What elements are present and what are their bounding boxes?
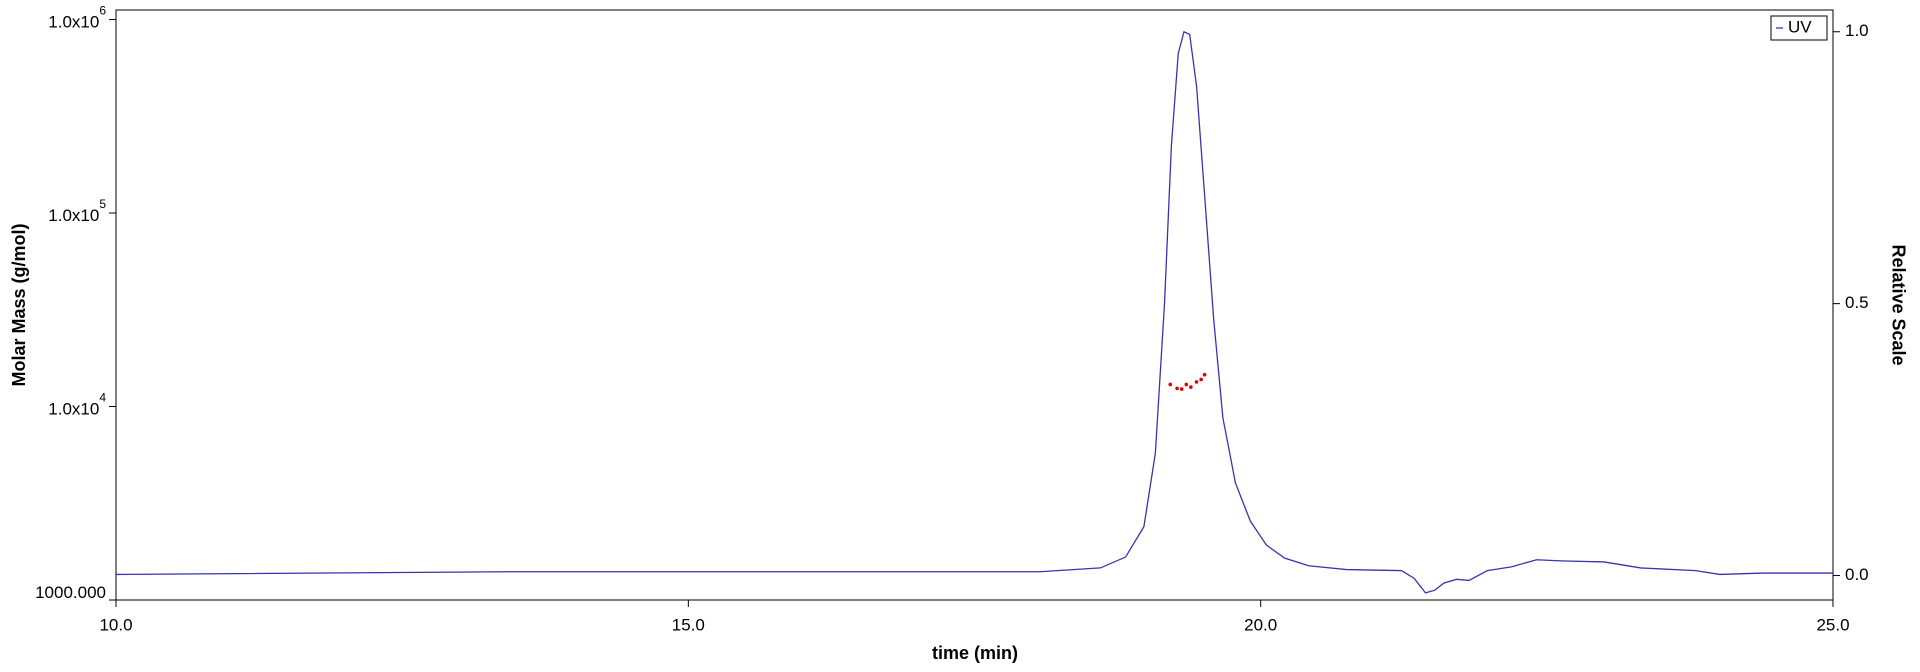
legend-label: UV	[1788, 17, 1812, 36]
y-tick-label-exponent: 5	[99, 197, 106, 211]
y2-tick-label: 0.5	[1845, 293, 1869, 312]
data-point	[1184, 382, 1189, 387]
x-tick-label: 15.0	[672, 615, 705, 634]
y-tick-label: 1.0x106	[48, 4, 106, 32]
data-point	[1199, 377, 1203, 382]
y-tick-label-base: 1.0x10	[48, 13, 99, 32]
data-point	[1168, 382, 1173, 387]
y-tick-label: 1000.000	[35, 583, 106, 602]
y-tick-label-exponent: 4	[99, 391, 106, 405]
y-tick-label: 1.0x105	[48, 197, 106, 225]
data-point	[1189, 385, 1193, 389]
y-tick-label-base: 1.0x10	[48, 206, 99, 225]
plot-frame	[115, 9, 1834, 601]
y-tick-label-exponent: 6	[99, 4, 106, 18]
y-tick-label-base: 1.0x10	[48, 400, 99, 419]
y-axis-title: Molar Mass (g/mol)	[9, 223, 29, 386]
data-point	[1175, 386, 1179, 391]
x-tick-label: 25.0	[1816, 615, 1849, 634]
data-point	[1202, 372, 1207, 377]
y2-tick-label: 0.0	[1845, 565, 1869, 584]
y-tick-label-base: 1000.000	[35, 583, 106, 602]
data-point	[1179, 387, 1184, 391]
x-tick-label: 20.0	[1244, 615, 1277, 634]
data-point	[1194, 380, 1199, 384]
x-tick-label: 10.0	[99, 615, 132, 634]
series-line	[115, 30, 1833, 594]
x-axis-title: time (min)	[932, 643, 1018, 663]
y-tick-label: 1.0x104	[48, 391, 106, 419]
y2-tick-label: 1.0	[1845, 21, 1869, 40]
y2-axis-title: Relative Scale	[1888, 244, 1908, 365]
